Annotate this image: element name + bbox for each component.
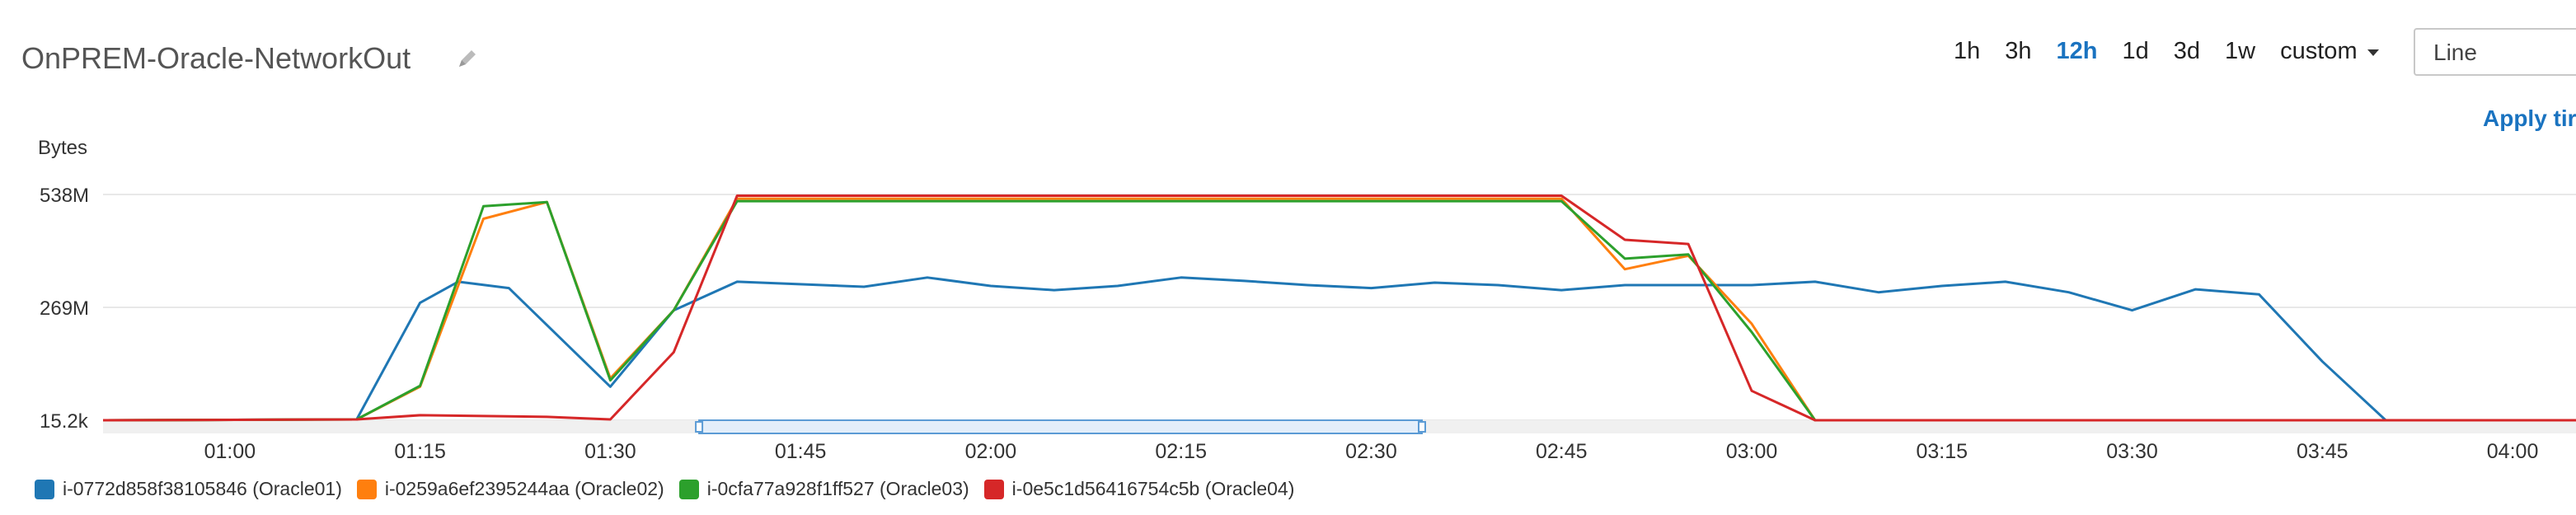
legend-item-oracle03[interactable]: i-0cfa77a928f1ff527 (Oracle03) — [678, 478, 969, 500]
series-line-oracle04 — [102, 194, 2576, 422]
x-tick-label: 02:45 — [1536, 440, 1588, 463]
y-tick-label: 538M — [40, 185, 89, 207]
legend-swatch — [35, 479, 54, 499]
navigator-selection — [698, 419, 1423, 434]
y-tick-label: 15.2k — [40, 410, 89, 433]
x-tick-label: 03:30 — [2106, 440, 2158, 463]
x-tick-label: 01:30 — [584, 440, 636, 463]
legend-label: i-0772d858f38105846 (Oracle01) — [63, 478, 342, 499]
y-axis-label: Bytes — [38, 137, 88, 159]
legend-item-oracle04[interactable]: i-0e5c1d56416754c5b (Oracle04) — [983, 478, 1295, 500]
legend-item-oracle01[interactable]: i-0772d858f38105846 (Oracle01) — [35, 478, 342, 500]
legend-label: i-0cfa77a928f1ff527 (Oracle03) — [706, 478, 969, 499]
apply-time-link[interactable]: Apply tir — [2483, 105, 2576, 131]
custom-range-label: custom — [2280, 38, 2358, 64]
x-tick-label: 01:00 — [204, 440, 256, 463]
custom-range-button[interactable]: custom — [2280, 38, 2379, 65]
x-tick-label: 02:00 — [965, 440, 1017, 463]
line-chart: 15.2k 269M 538M 01:00 01:15 01:30 01:45 02:00 02… — [40, 185, 2576, 463]
x-tick-label: 04:00 — [2487, 440, 2539, 463]
x-tick-label: 03:00 — [1726, 440, 1778, 463]
legend-label: i-0259a6ef2395244aa (Oracle02) — [384, 478, 664, 499]
x-tick-label: 02:30 — [1345, 440, 1397, 463]
navigator-handle — [1418, 421, 1426, 433]
time-range-selector: 1h 3h 12h 1d 3d 1w custom — [1954, 38, 2407, 65]
x-tick-label: 03:15 — [1916, 440, 1968, 463]
chart-type-select[interactable]: Line — [2414, 28, 2576, 76]
series-line-oracle01 — [102, 276, 2576, 422]
y-tick-label: 269M — [40, 297, 89, 320]
legend-label: i-0e5c1d56416754c5b (Oracle04) — [1011, 478, 1295, 499]
pencil-icon[interactable] — [455, 46, 480, 71]
x-tick-label: 01:45 — [775, 440, 827, 463]
series-line-oracle03 — [102, 199, 2576, 422]
time-range-1d[interactable]: 1d — [2122, 38, 2149, 64]
caret-down-icon — [2367, 49, 2379, 56]
time-range-3h[interactable]: 3h — [2005, 38, 2032, 64]
time-range-1w[interactable]: 1w — [2225, 38, 2256, 64]
chart-legend: i-0772d858f38105846 (Oracle01) i-0259a6e… — [35, 478, 1309, 500]
x-tick-label: 02:15 — [1155, 440, 1207, 463]
legend-swatch — [983, 479, 1004, 499]
legend-swatch — [678, 479, 699, 499]
navigator-handle — [695, 421, 704, 433]
page-title: OnPREM-Oracle-NetworkOut — [21, 41, 411, 75]
time-range-1h[interactable]: 1h — [1954, 38, 1981, 64]
x-tick-label: 03:45 — [2297, 440, 2348, 463]
time-range-12h[interactable]: 12h — [2056, 38, 2098, 64]
legend-swatch — [356, 479, 377, 499]
x-tick-label: 01:15 — [394, 440, 446, 463]
legend-item-oracle02[interactable]: i-0259a6ef2395244aa (Oracle02) — [356, 478, 664, 500]
time-range-3d[interactable]: 3d — [2173, 38, 2201, 64]
